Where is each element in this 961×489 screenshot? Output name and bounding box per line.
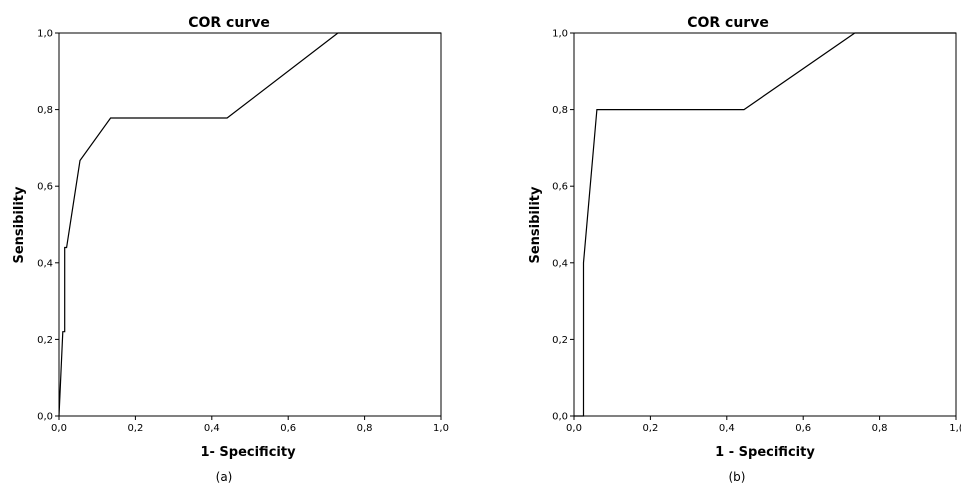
chart-a-y-ticks: 0,0 0,2 0,4 0,6 0,8 1,0 xyxy=(37,29,59,423)
chart-a-x-tick-label: 0,6 xyxy=(280,423,296,434)
chart-a: COR curve 0,00,20,40,60,81,0 0,0 0,2 0,4 0,… xyxy=(12,15,449,484)
chart-b-x-tick-label: 0,4 xyxy=(719,423,735,434)
chart-a-roc-line xyxy=(58,32,441,417)
chart-a-x-tick-label: 0,4 xyxy=(204,423,220,434)
chart-b-y-tick-label: 0,0 xyxy=(552,412,568,423)
chart-b-y-tick-label: 0,8 xyxy=(552,105,568,116)
chart-a-y-tick-label: 0,2 xyxy=(37,335,53,346)
chart-b-x-tick-label: 0,6 xyxy=(795,423,811,434)
chart-b-x-tick-label: 1,( xyxy=(949,423,961,434)
chart-b-x-tick-label: 0,2 xyxy=(642,423,658,434)
chart-a-title: COR curve xyxy=(188,15,270,31)
chart-b-x-tick-label: 0,0 xyxy=(566,423,582,434)
chart-b-x-tick-label: 0,8 xyxy=(872,423,888,434)
chart-b-plot-frame xyxy=(573,32,957,417)
chart-a-y-tick-label: 1,0 xyxy=(37,29,53,40)
chart-b-y-axis-label: Sensibility xyxy=(528,186,543,264)
chart-a-y-tick-label: 0,4 xyxy=(37,258,53,269)
chart-a-plot-frame xyxy=(58,32,442,417)
chart-b-y-tick-label: 0,2 xyxy=(552,335,568,346)
chart-a-y-tick-label: 0,6 xyxy=(37,182,53,193)
chart-a-y-tick-label: 0,8 xyxy=(37,105,53,116)
chart-a-x-tick-label: 0,0 xyxy=(51,423,67,434)
chart-b-y-tick-label: 0,4 xyxy=(552,258,568,269)
chart-a-x-axis-label: 1- Specificity xyxy=(200,445,296,460)
chart-b-y-ticks: 0,0 0,2 0,4 0,6 0,8 1,0 xyxy=(552,29,574,423)
chart-a-x-tick-label: 0,2 xyxy=(127,423,143,434)
chart-b: COR curve 0,00,20,40,60,81,0 0,0 0,2 0,4 0,… xyxy=(528,15,961,484)
chart-b-y-tick-label: 1,0 xyxy=(552,29,568,40)
chart-a-y-axis-label: Sensibility xyxy=(12,186,27,264)
chart-b-x-axis-label: 1 - Specificity xyxy=(715,445,815,460)
chart-a-x-tick-label: 0,8 xyxy=(357,423,373,434)
chart-a-x-ticks: 0,0 0,2 0,4 0,6 0,8 1,0 xyxy=(51,416,449,434)
chart-a-y-tick-label: 0,0 xyxy=(37,412,53,423)
chart-b-caption: (b) xyxy=(729,470,746,484)
chart-b-y-tick-label: 0,6 xyxy=(552,182,568,193)
chart-a-caption: (a) xyxy=(216,470,233,484)
chart-b-title: COR curve xyxy=(687,15,769,31)
chart-a-x-tick-label: 1,0 xyxy=(433,423,449,434)
chart-b-roc-line xyxy=(574,32,956,417)
chart-b-x-ticks: 0,0 0,2 0,4 0,6 0,8 1,( xyxy=(566,416,961,434)
